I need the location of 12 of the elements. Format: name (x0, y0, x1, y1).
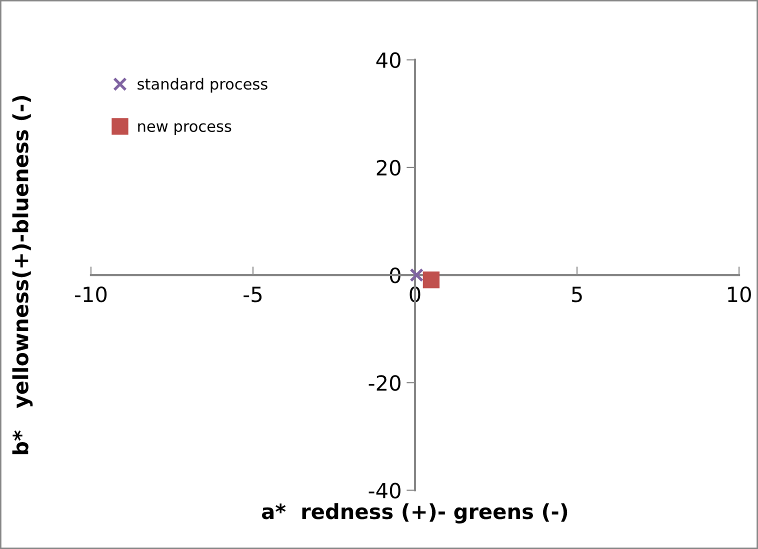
x-tick-label: -10 (74, 286, 107, 302)
y-tick-label: 40 (376, 52, 400, 68)
x-tick-label: 10 (728, 286, 751, 302)
y-tick-label: -40 (368, 482, 400, 498)
legend-label: new process (138, 123, 232, 135)
x-axis-title: a* redness (+)- greens (-) (262, 503, 568, 524)
y-axis-title: b* yellowness(+)-blueness (-) (12, 96, 33, 454)
y-tick-label: -20 (368, 375, 400, 391)
y-tick-label: 20 (376, 160, 400, 176)
legend-label: standard process (138, 78, 268, 93)
x-tick-label: -5 (244, 286, 262, 302)
x-tick-label: 5 (572, 286, 582, 302)
